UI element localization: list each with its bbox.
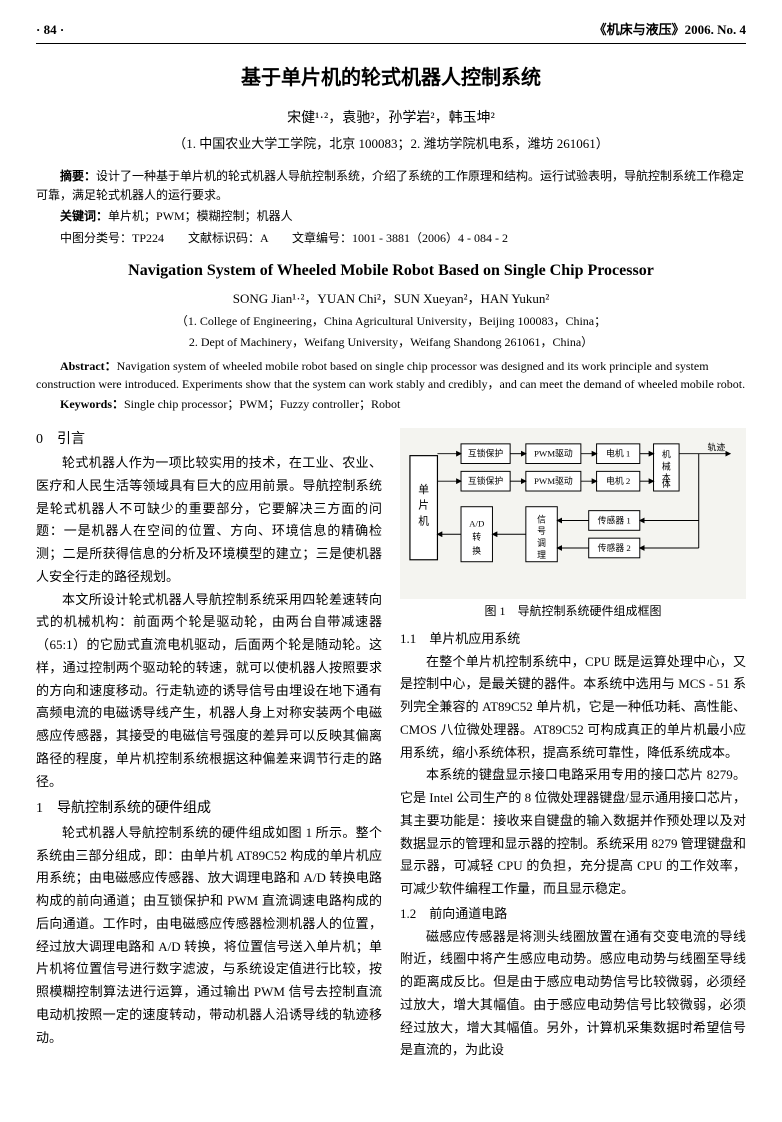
section-1-p1: 轮式机器人导航控制系统的硬件组成如图 1 所示。整个系统由三部分组成，即：由单片… [36,822,382,1050]
svg-text:片: 片 [418,498,429,511]
kw-en-text: Single chip processor；PWM；Fuzzy controll… [124,397,400,411]
kw-cn-label: 关键词： [60,209,108,223]
svg-text:单: 单 [418,483,429,496]
affil-cn: （1. 中国农业大学工学院，北京 100083；2. 潍坊学院机电系，潍坊 26… [36,134,746,155]
title-en: Navigation System of Wheeled Mobile Robo… [36,258,746,284]
section-1-2-p1: 磁感应传感器是将测头线圈放置在通有交变电流的导线附近，线圈中将产生感应电动势。感… [400,926,746,1063]
affil-en-1: （1. College of Engineering，China Agricul… [36,312,746,331]
box-motor1: 电机 1 [606,447,630,458]
svg-text:A/D: A/D [469,518,485,528]
authors-en: SONG Jian¹·²，YUAN Chi²，SUN Xueyan²，HAN Y… [36,289,746,310]
clc-line: 中图分类号：TP224 文献标识码：A 文章编号：1001 - 3881（200… [36,229,746,248]
section-1-title: 1 导航控制系统的硬件组成 [36,797,382,822]
svg-text:信: 信 [537,513,546,524]
page-number: 84 [36,20,64,41]
journal-name: 《机床与液压》2006. No. 4 [594,20,746,41]
title-cn: 基于单片机的轮式机器人控制系统 [36,62,746,94]
svg-text:转: 转 [472,531,481,542]
abstract-en-text: Navigation system of wheeled mobile robo… [36,359,745,391]
abstract-cn-text: 设计了一种基于单片机的轮式机器人导航控制系统，介绍了系统的工作原理和结构。运行试… [36,169,744,202]
section-1-2-title: 1.2 前向通道电路 [400,903,746,926]
body-columns: 0 引言 轮式机器人作为一项比较实用的技术，在工业、农业、医疗和人民生活等领域具… [36,424,746,1062]
keywords-cn: 关键词：单片机；PWM；模糊控制；机器人 [36,207,746,226]
svg-text:体: 体 [662,478,671,489]
abstract-cn-label: 摘要： [60,169,96,183]
box-pwm1: PWM驱动 [534,448,573,458]
abstract-cn: 摘要：设计了一种基于单片机的轮式机器人导航控制系统，介绍了系统的工作原理和结构。… [36,167,746,205]
svg-text:换: 换 [472,545,481,556]
section-1-1-title: 1.1 单片机应用系统 [400,628,746,651]
left-column: 0 引言 轮式机器人作为一项比较实用的技术，在工业、农业、医疗和人民生活等领域具… [36,424,382,1062]
svg-text:号: 号 [537,526,546,536]
abstract-en: Abstract：Navigation system of wheeled mo… [36,357,746,393]
section-0-title: 0 引言 [36,428,382,453]
abstract-en-label: Abstract： [60,359,117,373]
section-0-p2: 本文所设计轮式机器人导航控制系统采用四轮差速转向式的机械机构：前面两个轮是驱动轮… [36,589,382,794]
svg-text:械: 械 [662,460,671,471]
kw-cn-text: 单片机；PWM；模糊控制；机器人 [108,209,293,223]
figure-1: 单 片 机 互锁保护 PWM驱动 电机 1 互锁保护 PWM驱动 [400,428,746,622]
section-1-1-p1: 在整个单片机控制系统中，CPU 既是运算处理中心，又是控制中心，是最关键的器件。… [400,651,746,765]
box-sensor2: 传感器 2 [598,542,631,553]
figure-1-caption: 图 1 导航控制系统硬件组成框图 [400,601,746,622]
keywords-en: Keywords：Single chip processor；PWM；Fuzzy… [36,395,746,414]
affil-en-2: 2. Dept of Machinery，Weifang University，… [36,333,746,352]
section-1-1-p2: 本系统的键盘显示接口电路采用专用的接口芯片 8279。它是 Intel 公司生产… [400,764,746,901]
box-lock1: 互锁保护 [468,447,503,458]
svg-text:理: 理 [537,549,546,559]
box-lock2: 互锁保护 [468,475,503,486]
box-track: 轨迹 [708,441,726,452]
right-column: 单 片 机 互锁保护 PWM驱动 电机 1 互锁保护 PWM驱动 [400,424,746,1062]
box-pwm2: PWM驱动 [534,476,573,486]
box-sensor1: 传感器 1 [598,514,631,525]
authors-cn: 宋健¹·²，袁驰²，孙学岩²，韩玉坤² [36,108,746,130]
figure-1-diagram: 单 片 机 互锁保护 PWM驱动 电机 1 互锁保护 PWM驱动 [400,428,746,599]
svg-text:机: 机 [662,448,671,459]
page-header: 84 《机床与液压》2006. No. 4 [36,20,746,44]
svg-text:调: 调 [537,538,546,548]
section-0-p1: 轮式机器人作为一项比较实用的技术，在工业、农业、医疗和人民生活等领域具有巨大的应… [36,452,382,589]
kw-en-label: Keywords： [60,397,124,411]
svg-text:机: 机 [418,513,429,527]
box-motor2: 电机 2 [606,475,630,486]
